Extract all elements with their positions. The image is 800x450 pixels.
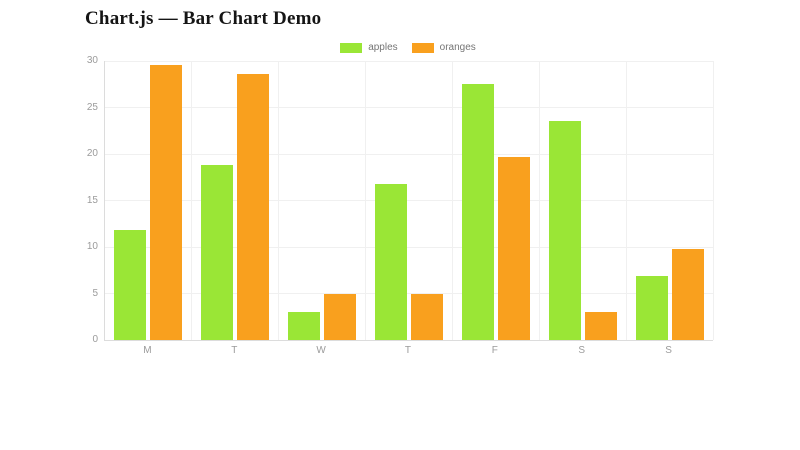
bar-apples-4[interactable] (375, 183, 407, 340)
legend-label-oranges: oranges (439, 42, 476, 53)
y-tick-label-5: 5 (92, 287, 98, 299)
x-tick-label-2: T (231, 345, 238, 356)
chart-legend: apples oranges (104, 41, 712, 55)
bar-apples-2[interactable] (201, 165, 234, 340)
gridline-x-2 (278, 61, 280, 340)
legend-item-oranges: oranges (411, 42, 476, 54)
bar-oranges-5[interactable] (497, 156, 530, 340)
legend-swatch-apples (340, 43, 363, 53)
y-tick-label-25: 25 (86, 101, 98, 113)
gridline-y-25 (105, 107, 713, 108)
gridline-x-4 (451, 61, 453, 340)
gridline-x-7 (712, 61, 714, 340)
gridline-x-1 (191, 61, 193, 340)
legend-item-apples: apples (340, 42, 398, 54)
plot-area[interactable] (104, 60, 714, 341)
bar-apples-7[interactable] (635, 275, 668, 340)
bar-apples-6[interactable] (548, 120, 581, 340)
x-tick-label-4: T (404, 345, 412, 356)
gridline-y-5 (105, 293, 713, 294)
gridline-x-3 (365, 61, 367, 340)
gridline-y-15 (105, 200, 713, 201)
y-tick-label-20: 20 (86, 148, 98, 159)
page-title: Chart.js — Bar Chart Demo (85, 8, 322, 29)
y-tick-label-15: 15 (86, 194, 98, 206)
legend-label-apples: apples (368, 42, 398, 53)
bar-oranges-6[interactable] (584, 312, 617, 340)
x-tick-label-6: S (578, 345, 586, 356)
legend-swatch-oranges (411, 43, 434, 53)
y-tick-label-30: 30 (86, 55, 98, 66)
gridline-y-20 (105, 153, 713, 155)
bar-apples-5[interactable] (461, 84, 494, 340)
bar-oranges-3[interactable] (324, 294, 357, 340)
bar-oranges-4[interactable] (411, 294, 443, 340)
gridline-y-30 (105, 60, 713, 62)
y-tick-label-0: 0 (92, 334, 98, 345)
bar-oranges-1[interactable] (150, 64, 183, 340)
x-tick-label-5: F (491, 345, 498, 356)
x-tick-label-3: W (316, 345, 326, 356)
x-tick-label-1: M (143, 345, 152, 356)
gridline-y-10 (105, 246, 713, 248)
gridline-x-6 (625, 61, 627, 340)
bar-apples-3[interactable] (288, 312, 321, 340)
y-tick-label-10: 10 (86, 241, 98, 252)
bar-oranges-2[interactable] (237, 74, 270, 340)
gridline-x-5 (538, 61, 540, 340)
bar-apples-1[interactable] (114, 230, 147, 340)
bar-oranges-7[interactable] (671, 248, 704, 340)
x-tick-label-7: S (665, 345, 672, 356)
